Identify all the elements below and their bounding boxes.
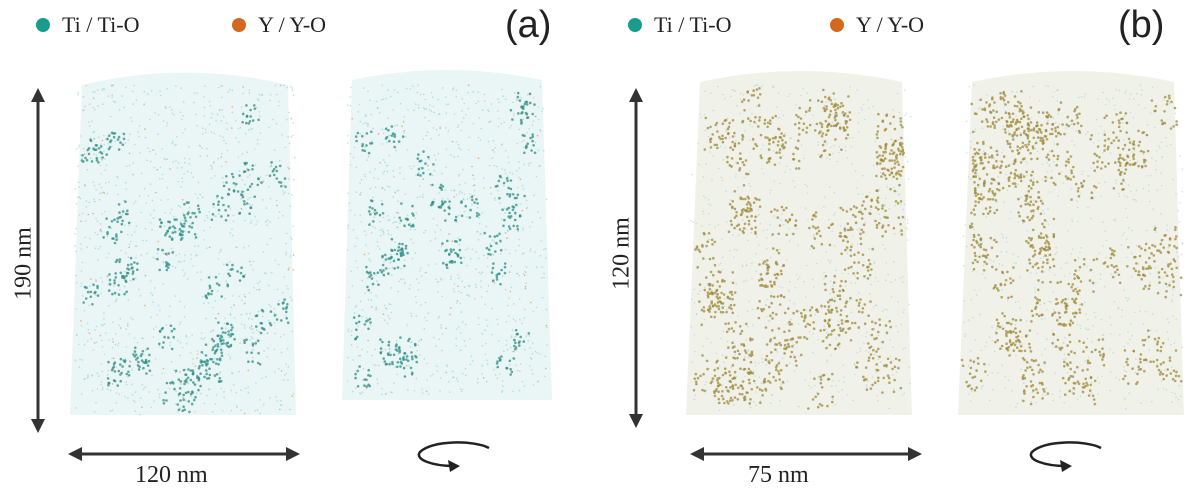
ti-dot-icon <box>628 18 642 32</box>
rotate-arrow-a-icon <box>417 441 490 472</box>
panel-a: Ti / Ti-O Y / Y-O (a) 190 nm 120 nm <box>0 0 590 493</box>
y-dot-icon <box>830 18 844 32</box>
ti-dot-icon <box>36 18 50 32</box>
panel-a-letter: (a) <box>505 4 552 46</box>
legend-ti-label-b: Ti / Ti-O <box>654 12 732 37</box>
width-arrow-b-icon <box>690 447 922 461</box>
legend-y: Y / Y-O <box>232 12 326 38</box>
legend-y-b: Y / Y-O <box>830 12 924 38</box>
legend-ti: Ti / Ti-O <box>36 12 139 38</box>
legend-y-label: Y / Y-O <box>258 12 327 37</box>
width-arrow-a-icon <box>68 447 300 461</box>
sample-a1-image <box>70 72 296 416</box>
width-label-a: 120 nm <box>135 462 208 488</box>
panel-b-letter: (b) <box>1118 4 1165 46</box>
height-arrow-a-icon <box>31 88 45 433</box>
y-dot-icon <box>232 18 246 32</box>
legend-ti-b: Ti / Ti-O <box>628 12 731 38</box>
height-arrow-b-icon <box>629 88 643 428</box>
panel-b: Ti / Ti-O Y / Y-O (b) 120 nm 75 nm <box>598 0 1188 493</box>
height-label-b: 120 nm <box>608 217 635 290</box>
legend-y-label-b: Y / Y-O <box>856 12 925 37</box>
height-label-a: 190 nm <box>10 227 37 300</box>
legend-ti-label: Ti / Ti-O <box>62 12 140 37</box>
sample-b2-image <box>958 71 1184 415</box>
sample-a2-image <box>342 70 552 400</box>
rotate-arrow-b-icon <box>1029 441 1102 472</box>
sample-b1-image <box>686 71 912 415</box>
width-label-b: 75 nm <box>748 462 809 488</box>
